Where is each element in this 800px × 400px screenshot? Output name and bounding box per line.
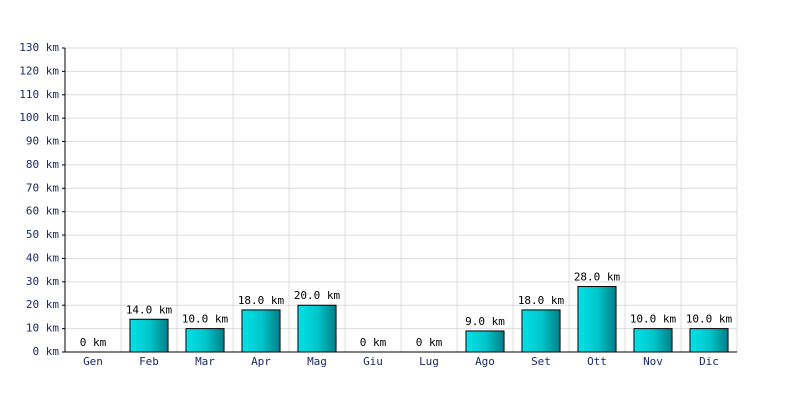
x-tick-label: Feb: [139, 355, 159, 368]
x-tick-label: Dic: [699, 355, 719, 368]
y-tick-label: 30 km: [26, 275, 59, 288]
y-tick-label: 100 km: [19, 111, 59, 124]
y-tick-label: 0 km: [33, 345, 60, 358]
value-label: 10.0 km: [630, 313, 677, 326]
y-tick-label: 50 km: [26, 228, 59, 241]
y-tick-label: 120 km: [19, 64, 59, 77]
x-tick-label: Mag: [307, 355, 327, 368]
x-tick-label: Ott: [587, 355, 607, 368]
value-label: 0 km: [80, 336, 107, 349]
x-tick-label: Set: [531, 355, 551, 368]
y-tick-label: 60 km: [26, 205, 59, 218]
bar: [297, 304, 337, 353]
y-tick-label: 40 km: [26, 251, 59, 264]
y-tick-label: 20 km: [26, 298, 59, 311]
value-label: 9.0 km: [465, 315, 505, 328]
bar: [633, 328, 673, 353]
bar: [129, 318, 169, 353]
x-tick-label: Nov: [643, 355, 663, 368]
value-label: 20.0 km: [294, 289, 341, 302]
y-tick-label: 110 km: [19, 88, 59, 101]
bar: [185, 328, 225, 353]
x-tick-label: Ago: [475, 355, 495, 368]
x-tick-label: Mar: [195, 355, 215, 368]
bar: [689, 328, 729, 353]
x-tick-label: Giu: [363, 355, 383, 368]
value-label: 10.0 km: [686, 313, 733, 326]
value-label: 0 km: [416, 336, 443, 349]
value-label: 18.0 km: [518, 294, 565, 307]
bar: [577, 286, 617, 353]
value-label: 28.0 km: [574, 271, 621, 284]
value-label: 18.0 km: [238, 294, 285, 307]
x-tick-label: Gen: [83, 355, 103, 368]
bar: [465, 330, 505, 353]
x-tick-label: Lug: [419, 355, 439, 368]
x-tick-label: Apr: [251, 355, 271, 368]
y-tick-label: 80 km: [26, 158, 59, 171]
y-tick-label: 10 km: [26, 322, 59, 335]
y-tick-label: 70 km: [26, 181, 59, 194]
bar: [241, 309, 281, 353]
value-label: 10.0 km: [182, 313, 229, 326]
y-tick-label: 90 km: [26, 135, 59, 148]
value-label: 0 km: [360, 336, 387, 349]
bar: [521, 309, 561, 353]
y-tick-label: 130 km: [19, 41, 59, 54]
value-label: 14.0 km: [126, 303, 173, 316]
